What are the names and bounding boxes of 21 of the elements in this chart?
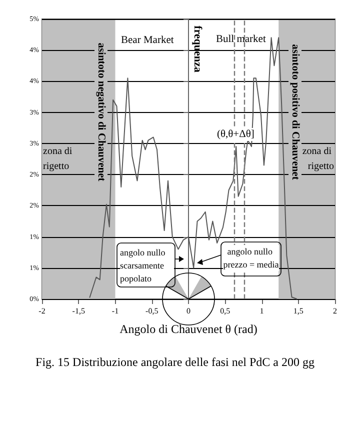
x-tick-label: -1,5 [72,306,85,316]
x-tick-label: 0,5 [220,306,230,316]
y-axis-title: frequenza [192,26,204,73]
x-tick-label: 1,5 [293,306,304,316]
x-tick-label: -0,5 [146,306,158,316]
annotation: asintoto positivo di Chauvenet [290,44,300,180]
annotation: asintoto negativo di Chauvenet [96,42,106,182]
x-tick-label: -2 [38,306,46,316]
x-tick-label: 2 [333,306,337,316]
annotation: angolo nullo prezzo = media [223,246,279,270]
annotation: angolo nullo scarsamente popolato [120,248,168,284]
x-tick-label: 0 [186,306,190,316]
x-tick-label: 1 [260,306,264,316]
band-label: zona di rigetto [43,146,75,172]
annotation: Bear Market [121,35,174,46]
x-axis-title: Angolo di Chauvenet θ (rad) [120,322,258,336]
x-tick-label: -1 [112,306,119,316]
text: Fig. 15 Distribuzione angolare delle fasi nel PdC a 200 gg [36,355,314,369]
annotation: Bull market [216,34,266,45]
band-label: zona di rigetto [302,146,334,172]
annotation: (θ,θ+Δθ] [217,129,254,140]
